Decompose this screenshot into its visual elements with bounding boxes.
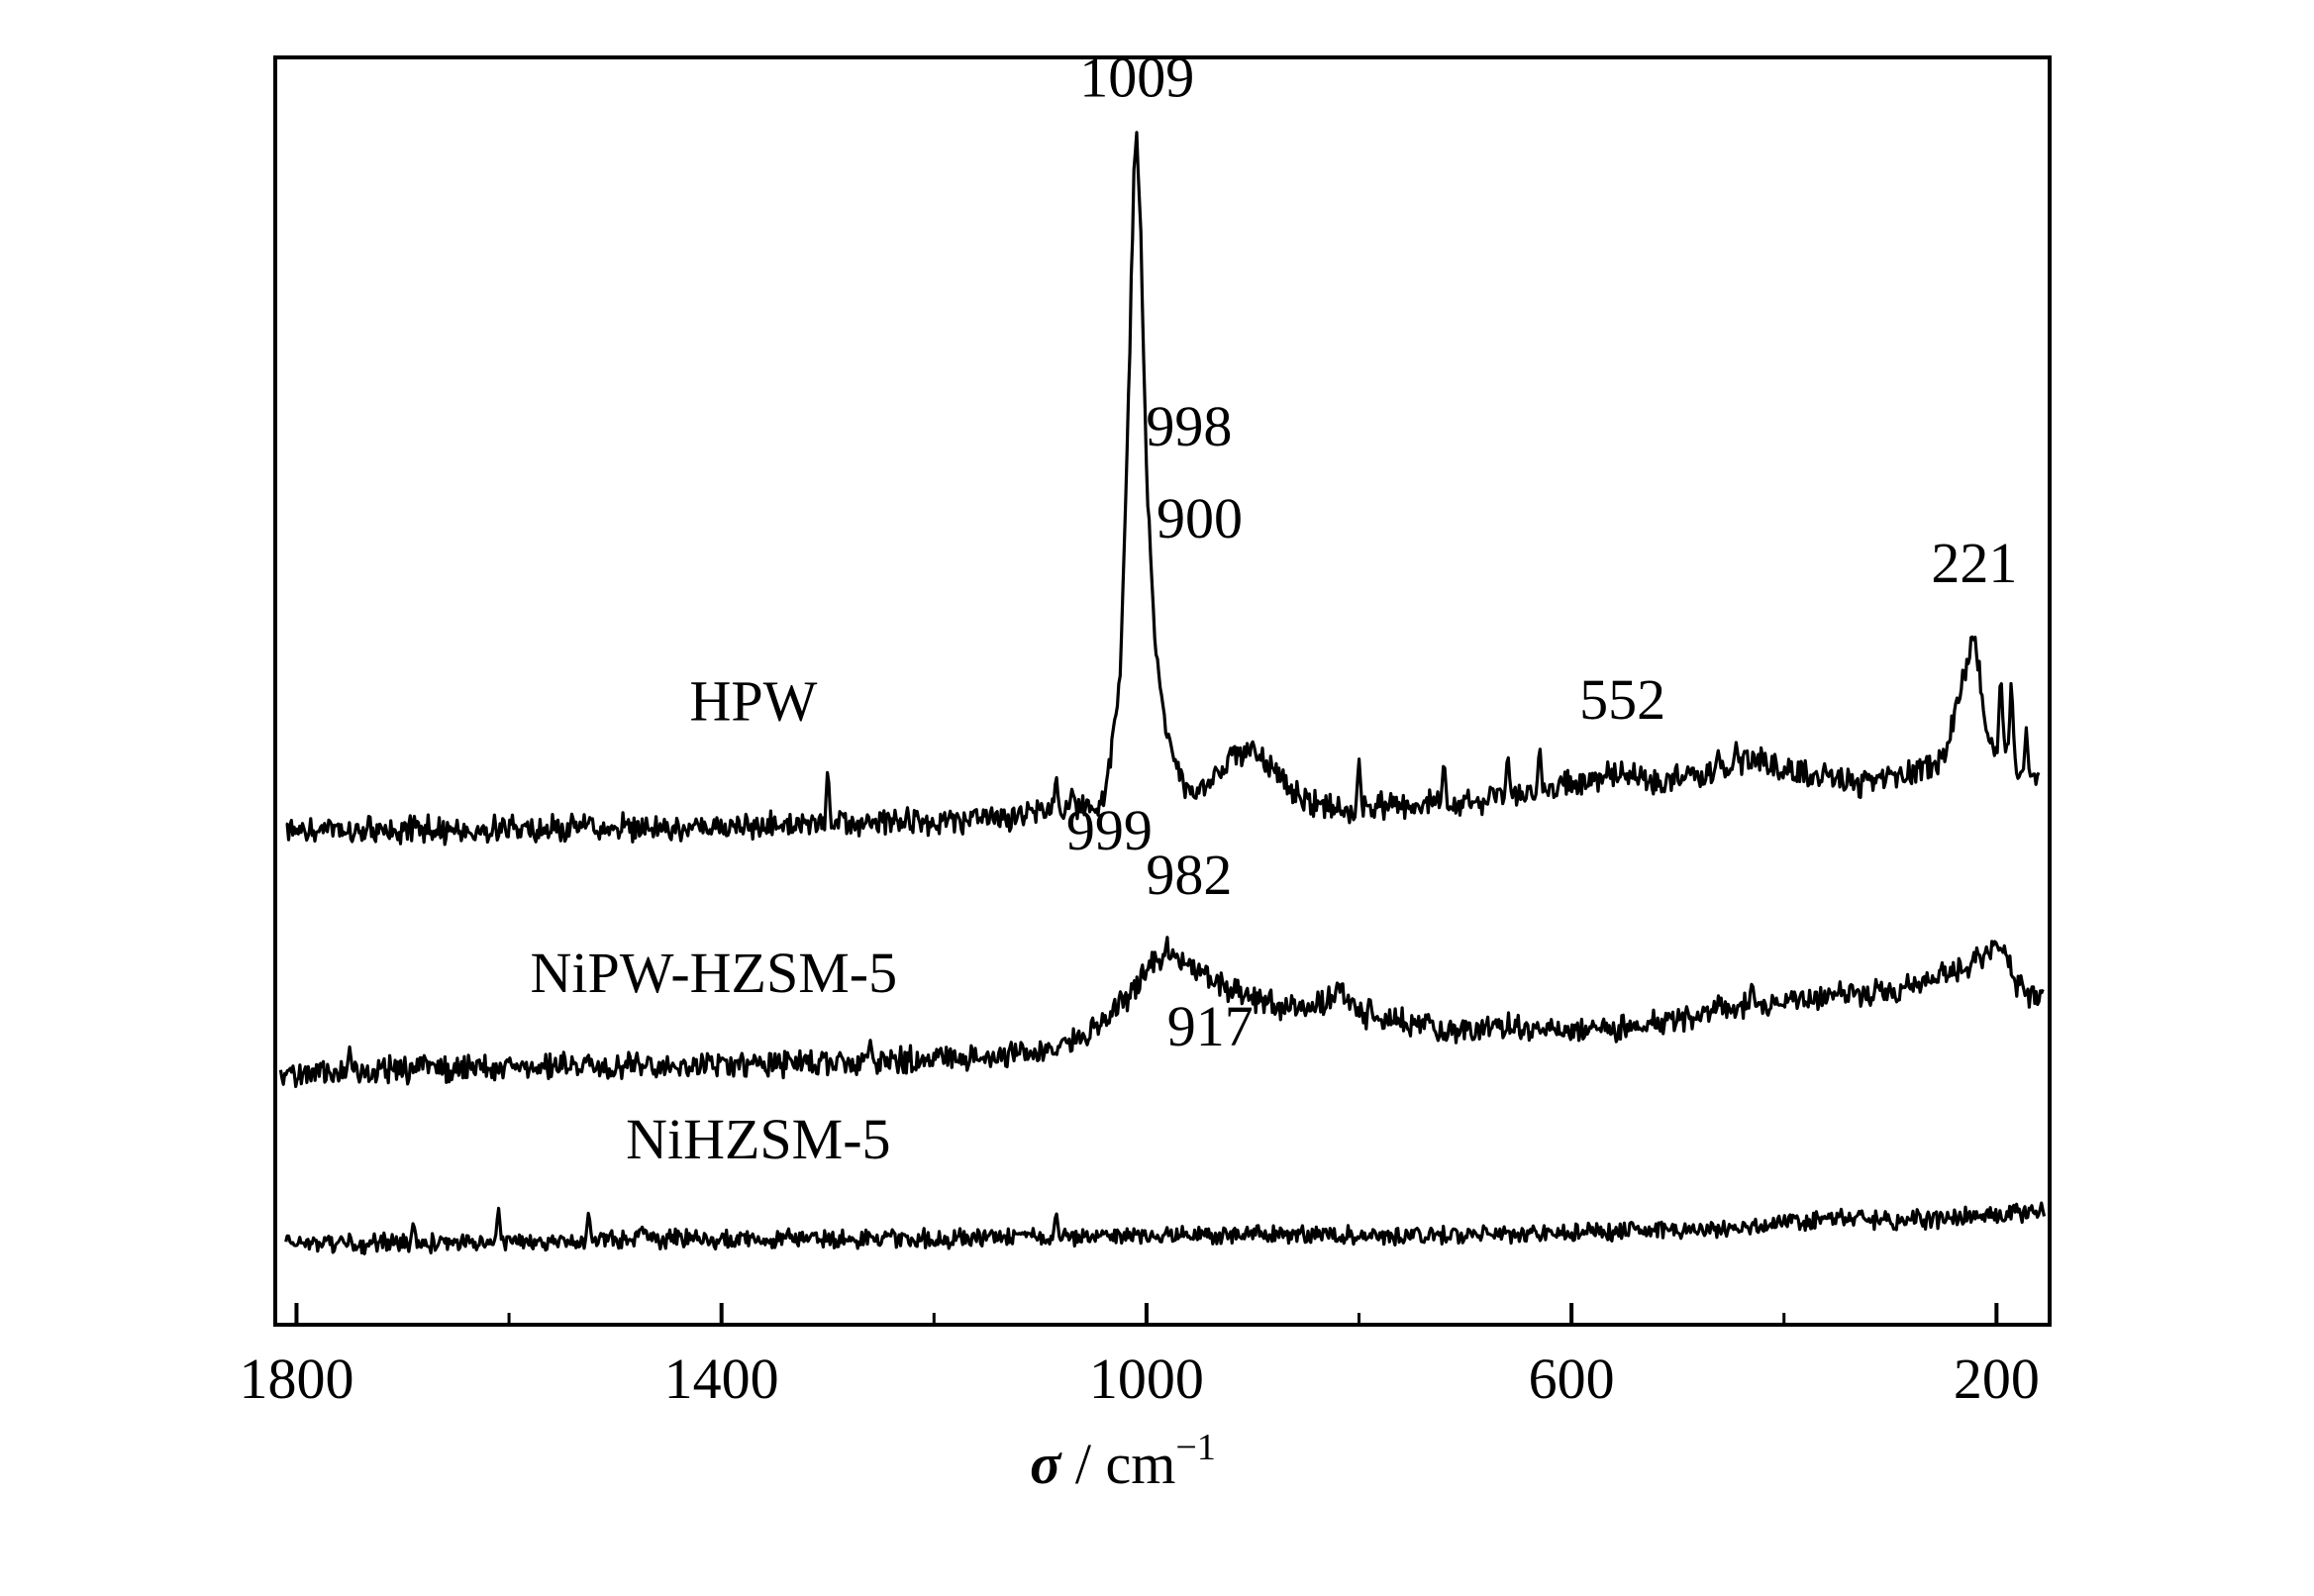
peak-label: 1009: [1079, 46, 1194, 110]
x-axis-exponent: −1: [1175, 1427, 1215, 1468]
x-tick-label: 600: [1529, 1347, 1615, 1411]
peak-label: 982: [1146, 843, 1232, 907]
peak-label: 552: [1579, 667, 1665, 732]
series-label: NiPW-HZSM-5: [531, 941, 898, 1005]
x-axis-unit: cm: [1106, 1432, 1176, 1496]
x-tick-label: 200: [1954, 1347, 2040, 1411]
x-tick-label: 1800: [239, 1347, 353, 1411]
peak-label: 999: [1066, 798, 1153, 862]
x-tick-label: 1000: [1089, 1347, 1204, 1411]
x-tick-label: 1400: [664, 1347, 779, 1411]
x-axis-separator: /: [1060, 1432, 1105, 1496]
series-line-nipw-hzsm-5: [278, 936, 2045, 1088]
x-axis-symbol: σ: [1030, 1432, 1062, 1496]
series-layer: [278, 131, 2047, 1255]
series-label: NiHZSM-5: [626, 1107, 890, 1171]
series-line-nihzsm-5: [284, 1201, 2047, 1255]
x-axis-label: σ / cm−1: [1030, 1427, 1216, 1496]
series-label: HPW: [689, 669, 817, 734]
peak-label: 998: [1146, 394, 1232, 458]
plot-frame: [273, 55, 2052, 1327]
peak-label: 221: [1931, 531, 2017, 595]
label-layer: HPW NiPW-HZSM-5 NiHZSM-5 1009 998 900 221 552 99…: [531, 46, 2018, 1172]
series-line-hpw: [285, 131, 2041, 847]
tick-layer: 1800 1400 1000 600 200: [239, 1303, 2040, 1411]
peak-label: 917: [1167, 994, 1254, 1058]
peak-label: 900: [1157, 486, 1243, 550]
